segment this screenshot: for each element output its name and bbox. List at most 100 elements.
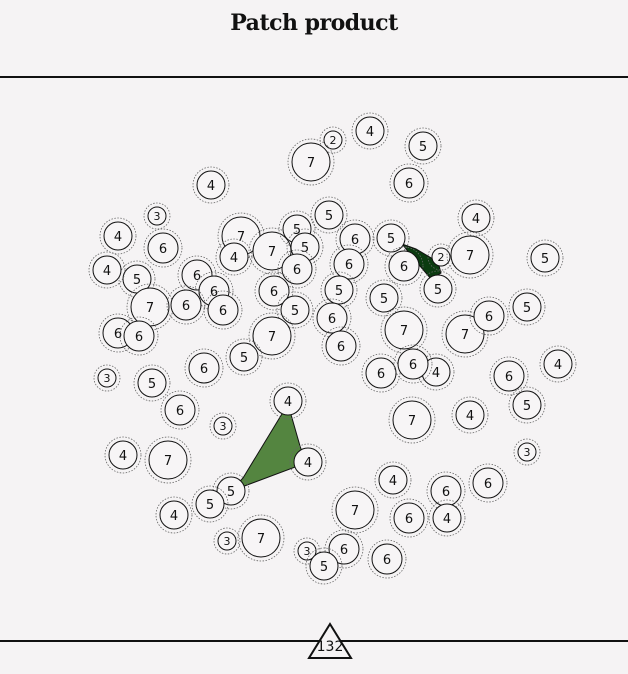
node-24[interactable]: 6 — [329, 244, 369, 284]
node-40[interactable]: 5 — [508, 288, 546, 326]
node-19[interactable]: 4 — [215, 238, 253, 276]
node-5[interactable]: 6 — [389, 163, 429, 203]
node-64[interactable]: 5 — [191, 485, 229, 523]
node-label: 6 — [182, 299, 190, 314]
node-circle — [408, 131, 438, 161]
node-circle — [431, 247, 451, 267]
node-circle — [397, 348, 429, 380]
node-49[interactable]: 4 — [417, 353, 455, 391]
node-17[interactable]: 7 — [446, 231, 494, 279]
node-circle — [103, 221, 133, 251]
node-label: 6 — [383, 553, 391, 568]
node-halo — [404, 127, 442, 165]
node-label: 4 — [284, 395, 292, 410]
node-45[interactable]: 5 — [225, 338, 263, 376]
node-31[interactable]: 6 — [254, 271, 294, 311]
node-circle — [213, 416, 233, 436]
node-35[interactable]: 5 — [365, 279, 403, 317]
node-circle — [217, 531, 237, 551]
node-halo — [177, 255, 217, 295]
node-6[interactable]: 3 — [143, 202, 171, 230]
node-68[interactable]: 3 — [513, 438, 541, 466]
node-53[interactable]: 5 — [133, 364, 171, 402]
node-73[interactable]: 4 — [155, 496, 193, 534]
node-69[interactable]: 7 — [237, 514, 285, 562]
node-56[interactable]: 7 — [388, 396, 436, 444]
node-46[interactable]: 6 — [321, 326, 361, 366]
node-55[interactable]: 5 — [508, 386, 546, 424]
node-44[interactable]: 3 — [93, 364, 121, 392]
node-circle — [393, 502, 425, 534]
node-circle — [365, 357, 397, 389]
node-3[interactable]: 5 — [404, 127, 442, 165]
node-7[interactable]: 5 — [310, 196, 348, 234]
node-52[interactable]: 6 — [489, 356, 529, 396]
node-37[interactable]: 7 — [380, 306, 428, 354]
node-65[interactable]: 7 — [331, 486, 379, 534]
node-58[interactable]: 4 — [451, 396, 489, 434]
node-42[interactable]: 6 — [312, 298, 352, 338]
node-14[interactable]: 6 — [335, 219, 375, 259]
node-1[interactable]: 4 — [351, 112, 389, 150]
node-18[interactable]: 4 — [457, 199, 495, 237]
node-41[interactable]: 7 — [248, 312, 296, 360]
node-circle — [314, 200, 344, 230]
node-circle — [316, 302, 348, 334]
node-77[interactable]: 6 — [367, 539, 407, 579]
node-51[interactable]: 4 — [539, 345, 577, 383]
node-0[interactable]: 2 — [319, 126, 347, 154]
node-43[interactable]: 6 — [119, 316, 159, 356]
node-label: 7 — [307, 156, 315, 171]
node-label: 7 — [268, 330, 276, 345]
node-78[interactable]: 5 — [305, 547, 343, 585]
node-32[interactable]: 6 — [203, 290, 243, 330]
node-39[interactable]: 6 — [469, 296, 509, 336]
node-67[interactable]: 6 — [468, 463, 508, 503]
node-21[interactable]: 4 — [88, 251, 126, 289]
node-label: 4 — [472, 212, 480, 227]
node-50[interactable]: 6 — [393, 344, 433, 384]
node-54[interactable]: 4 — [269, 382, 307, 420]
node-9[interactable]: 6 — [143, 228, 183, 268]
node-70[interactable]: 3 — [213, 527, 241, 555]
node-38[interactable]: 7 — [441, 310, 489, 358]
node-circle — [335, 490, 375, 530]
node-59[interactable]: 7 — [144, 436, 192, 484]
node-57[interactable]: 6 — [160, 390, 200, 430]
node-25[interactable]: 6 — [384, 246, 424, 286]
node-halo — [143, 228, 183, 268]
node-36[interactable]: 5 — [526, 239, 564, 277]
node-63[interactable]: 4 — [289, 443, 327, 481]
node-29[interactable]: 6 — [166, 285, 206, 325]
node-halo — [144, 436, 192, 484]
node-circle — [252, 316, 292, 356]
node-label: 6 — [405, 177, 413, 192]
node-34[interactable]: 5 — [276, 291, 314, 329]
node-label: 2 — [330, 134, 337, 147]
header-divider — [0, 76, 628, 78]
node-61[interactable]: 5 — [212, 472, 250, 510]
node-circle — [325, 330, 357, 362]
node-circle — [159, 500, 189, 530]
node-23[interactable]: 6 — [277, 249, 317, 289]
node-circle — [493, 360, 525, 392]
node-76[interactable]: 4 — [374, 461, 412, 499]
node-72[interactable]: 3 — [293, 537, 321, 565]
node-48[interactable]: 6 — [361, 353, 401, 393]
node-4[interactable]: 4 — [192, 166, 230, 204]
node-71[interactable]: 6 — [389, 498, 429, 538]
node-15[interactable]: 5 — [372, 219, 410, 257]
node-75[interactable]: 6 — [324, 529, 364, 569]
node-halo — [254, 271, 294, 311]
node-74[interactable]: 4 — [428, 499, 466, 537]
node-halo — [237, 514, 285, 562]
node-47[interactable]: 6 — [184, 348, 224, 388]
node-62[interactable]: 3 — [209, 412, 237, 440]
node-2[interactable]: 7 — [287, 138, 335, 186]
node-60[interactable]: 4 — [104, 436, 142, 474]
node-halo — [203, 290, 243, 330]
node-label: 3 — [220, 420, 227, 433]
node-8[interactable]: 4 — [99, 217, 137, 255]
node-26[interactable]: 5 — [419, 270, 457, 308]
